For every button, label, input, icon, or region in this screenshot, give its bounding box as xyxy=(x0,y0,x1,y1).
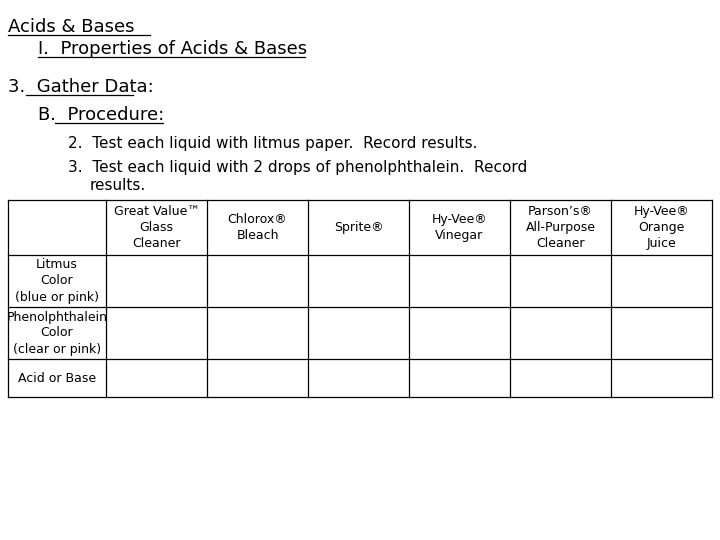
Text: Sprite®: Sprite® xyxy=(333,221,383,234)
Text: Parson’s®
All-Purpose
Cleaner: Parson’s® All-Purpose Cleaner xyxy=(526,205,595,250)
Text: I.  Properties of Acids & Bases: I. Properties of Acids & Bases xyxy=(38,40,307,58)
Text: results.: results. xyxy=(90,178,146,193)
Text: B.  Procedure:: B. Procedure: xyxy=(38,106,164,124)
Text: Hy-Vee®
Vinegar: Hy-Vee® Vinegar xyxy=(431,213,487,242)
Text: Acids & Bases: Acids & Bases xyxy=(8,18,135,36)
Text: Great Value™
Glass
Cleaner: Great Value™ Glass Cleaner xyxy=(114,205,199,250)
Text: 2.  Test each liquid with litmus paper.  Record results.: 2. Test each liquid with litmus paper. R… xyxy=(68,136,477,151)
Text: Hy-Vee®
Orange
Juice: Hy-Vee® Orange Juice xyxy=(634,205,689,250)
Text: 3.  Test each liquid with 2 drops of phenolphthalein.  Record: 3. Test each liquid with 2 drops of phen… xyxy=(68,160,527,175)
Text: 3.  Gather Data:: 3. Gather Data: xyxy=(8,78,154,96)
Text: Acid or Base: Acid or Base xyxy=(18,372,96,384)
Text: Chlorox®
Bleach: Chlorox® Bleach xyxy=(228,213,287,242)
Text: Phenolphthalein
Color
(clear or pink): Phenolphthalein Color (clear or pink) xyxy=(6,310,107,355)
Text: Litmus
Color
(blue or pink): Litmus Color (blue or pink) xyxy=(15,259,99,303)
